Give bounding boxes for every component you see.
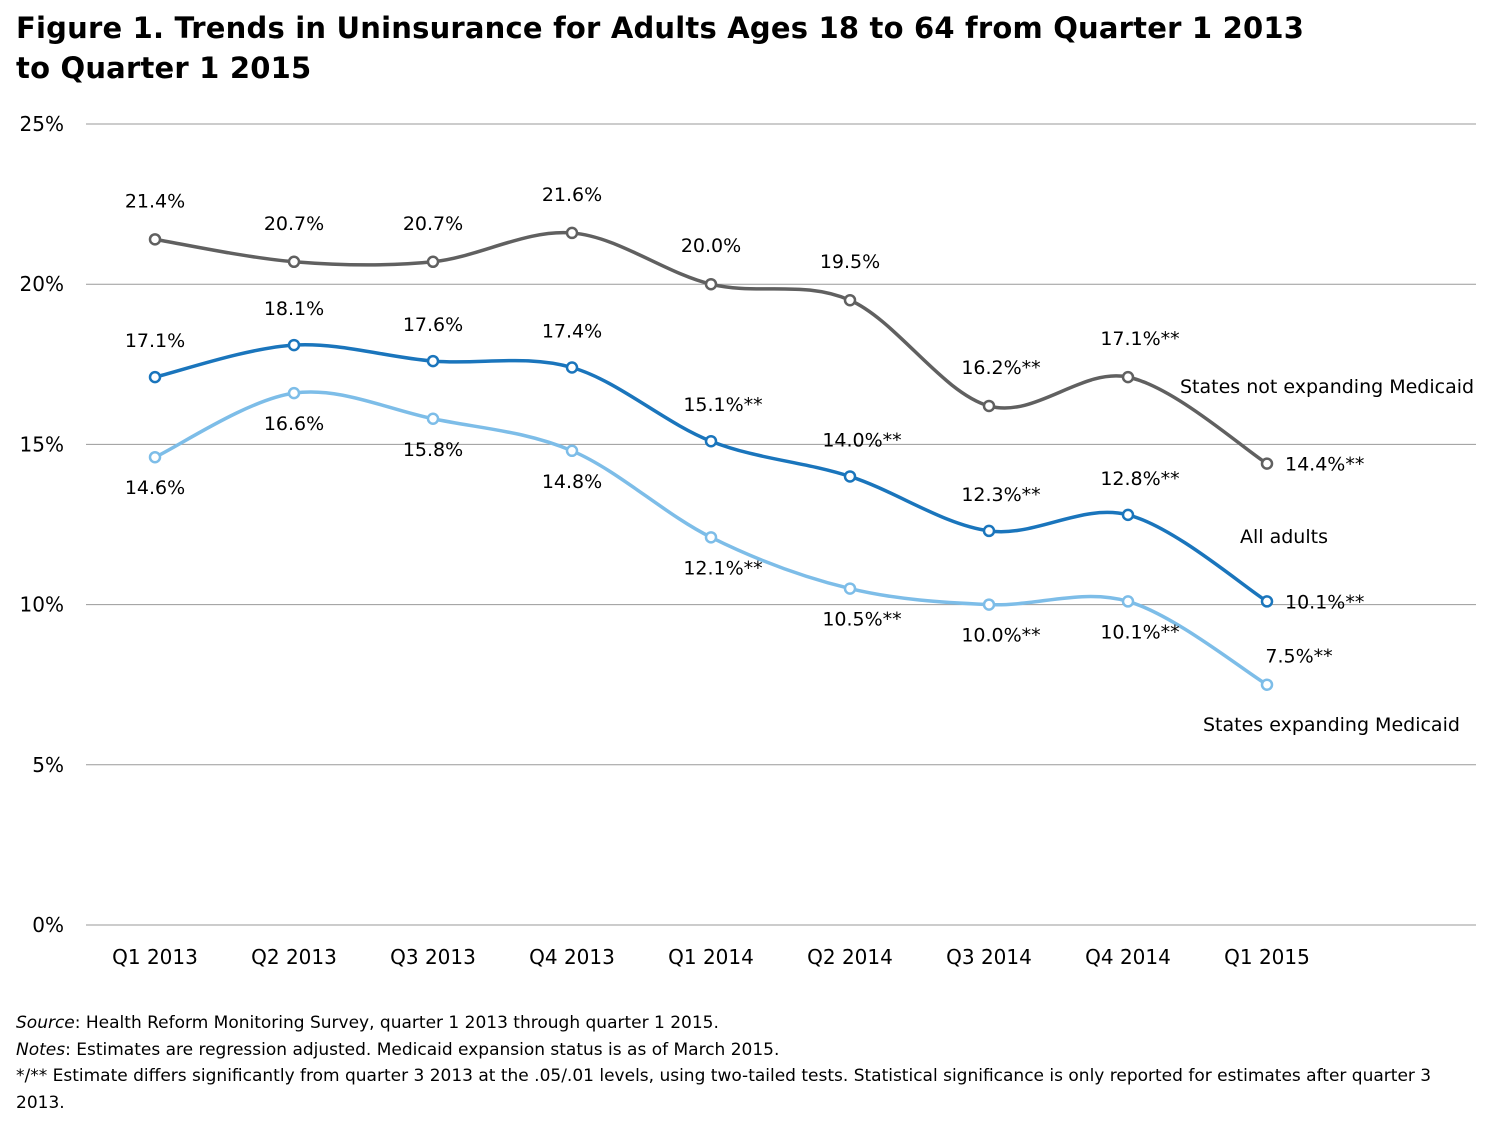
- data-point: [982, 598, 996, 611]
- data-point: [704, 434, 718, 448]
- data-label: 15.8%: [403, 439, 463, 461]
- x-tick-label: Q1 2015: [1224, 945, 1310, 969]
- data-label: 20.0%: [681, 235, 741, 257]
- data-point: [1121, 508, 1135, 522]
- data-label: 10.0%**: [961, 625, 1040, 647]
- line-chart: 0% 5% 10% 15% 20% 25% Q1 2013 Q2 2013 Q3 2013 Q4 …: [20, 112, 1476, 969]
- source-note: Source: Health Reform Monitoring Survey,…: [16, 1010, 1456, 1037]
- data-label: 16.2%**: [961, 357, 1040, 379]
- data-point: [287, 386, 301, 400]
- data-point: [1260, 457, 1274, 470]
- data-point: [565, 226, 579, 240]
- x-tick-label: Q2 2013: [251, 945, 337, 969]
- data-point: [1121, 595, 1135, 608]
- data-point: [982, 524, 996, 538]
- x-tick-label: Q1 2013: [112, 945, 198, 969]
- data-label: 12.3%**: [961, 484, 1040, 506]
- data-point: [843, 470, 857, 483]
- data-label: 17.4%: [542, 321, 602, 343]
- chart-title: Figure 1. Trends in Uninsurance for Adul…: [16, 11, 1305, 85]
- x-tick-label: Q2 2014: [807, 945, 893, 969]
- data-point: [426, 354, 440, 368]
- data-point: [1121, 370, 1135, 384]
- data-point: [843, 293, 857, 307]
- data-point: [426, 255, 440, 269]
- significance-note: */** Estimate differs significantly from…: [16, 1066, 1432, 1113]
- data-point: [982, 399, 996, 413]
- data-point: [426, 412, 440, 426]
- data-label: 14.8%: [542, 471, 602, 493]
- data-label: 17.6%: [403, 314, 463, 336]
- data-label: 20.7%: [403, 213, 463, 235]
- y-tick-label: 15%: [20, 432, 64, 456]
- data-point: [704, 531, 718, 544]
- x-tick-label: Q4 2013: [529, 945, 615, 969]
- y-tick-label: 5%: [32, 753, 64, 777]
- data-label: 19.5%: [820, 251, 880, 273]
- y-tick-label: 25%: [20, 112, 64, 136]
- data-point: [148, 450, 162, 464]
- series-label: States expanding Medicaid: [1203, 714, 1460, 736]
- y-tick-label: 10%: [20, 593, 64, 617]
- notes-note: Notes: Estimates are regression adjusted…: [16, 1037, 1456, 1064]
- data-label: 14.0%**: [822, 429, 901, 451]
- data-point: [565, 361, 579, 374]
- notes-label: Notes: [16, 1039, 66, 1060]
- y-tick-label: 20%: [20, 272, 64, 296]
- source-label: Source: [16, 1013, 75, 1033]
- data-label: 16.6%: [264, 413, 324, 435]
- data-point: [287, 338, 301, 352]
- data-label: 10.1%**: [1100, 621, 1179, 643]
- series-label: All adults: [1240, 526, 1328, 548]
- data-label: 14.4%**: [1285, 454, 1364, 476]
- data-label: 21.4%: [125, 190, 185, 212]
- data-point: [565, 444, 579, 458]
- data-point: [843, 582, 857, 595]
- data-label: 7.5%**: [1265, 646, 1332, 668]
- x-tick-label: Q1 2014: [668, 945, 754, 969]
- data-label: 12.1%**: [683, 557, 762, 579]
- source-text: : Health Reform Monitoring Survey, quart…: [74, 1013, 719, 1033]
- x-tick-label: Q3 2014: [946, 945, 1032, 969]
- notes-text: : Estimates are regression adjusted. Med…: [65, 1039, 780, 1060]
- data-label: 21.6%: [542, 184, 602, 206]
- data-label: 15.1%**: [683, 394, 762, 416]
- data-point: [1260, 595, 1274, 608]
- data-label: 20.7%: [264, 213, 324, 235]
- data-point: [1260, 678, 1274, 691]
- x-tick-label: Q3 2013: [390, 945, 476, 969]
- data-label: 18.1%: [264, 298, 324, 320]
- data-point: [148, 370, 162, 384]
- data-point: [704, 277, 718, 291]
- data-label: 10.1%**: [1285, 591, 1364, 613]
- data-label: 14.6%: [125, 477, 185, 499]
- data-point: [148, 233, 162, 246]
- y-tick-label: 0%: [32, 913, 64, 937]
- x-tick-label: Q4 2014: [1085, 945, 1171, 969]
- series-label: States not expanding Medicaid: [1180, 376, 1474, 398]
- data-label: 17.1%**: [1100, 328, 1179, 350]
- data-point: [287, 255, 301, 269]
- data-label: 10.5%**: [822, 609, 901, 631]
- data-label: 12.8%**: [1100, 468, 1179, 490]
- data-label: 17.1%: [125, 330, 185, 352]
- chart-notes: Source: Health Reform Monitoring Survey,…: [16, 1010, 1456, 1116]
